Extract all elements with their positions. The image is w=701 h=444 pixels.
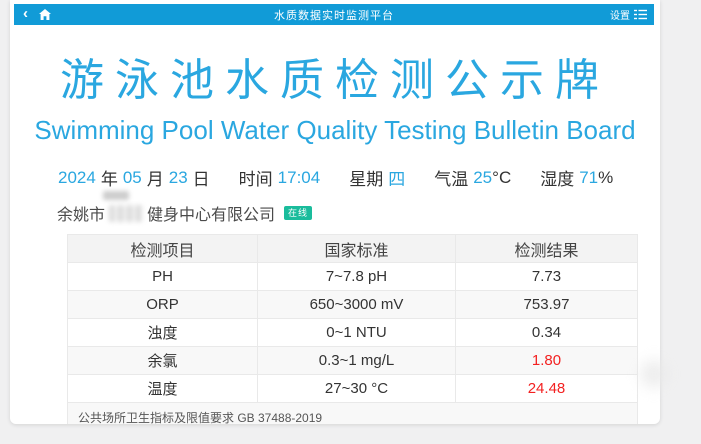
company-line: 余姚市 健身中心有限公司 在线 xyxy=(57,191,660,225)
list-menu-icon xyxy=(634,9,647,20)
date-day: 23 xyxy=(168,167,188,187)
item-cell-2: 浊度 xyxy=(67,318,258,347)
weekday-label: 星期 xyxy=(349,170,384,189)
result-cell-3: 1.80 xyxy=(455,346,638,375)
time-value: 17:04 xyxy=(277,167,321,187)
table-header-row: 检测项目 国家标准 检测结果 xyxy=(67,234,638,263)
item-cell-4: 温度 xyxy=(67,374,258,403)
date-year-unit: 年 xyxy=(100,170,118,189)
temperature-label: 气温 xyxy=(434,170,469,189)
temperature-unit: °C xyxy=(492,167,512,187)
humidity-unit: % xyxy=(598,167,614,187)
top-navbar: ‹ 水质数据实时监测平台 设置 xyxy=(14,4,654,25)
table-row: 浊度 0~1 NTU 0.34 xyxy=(67,318,638,347)
weekday-value: 四 xyxy=(388,170,406,189)
home-icon[interactable] xyxy=(39,9,51,20)
header-result: 检测结果 xyxy=(455,234,638,263)
standard-cell-1: 650~3000 mV xyxy=(257,290,456,319)
date-month-unit: 月 xyxy=(146,170,164,189)
redaction-blur-watermark xyxy=(103,191,129,200)
navbar-title: 水质数据实时监测平台 xyxy=(274,9,394,22)
corner-blur-artifact xyxy=(640,360,668,388)
date-year: 2024 xyxy=(58,167,96,187)
header-standard: 国家标准 xyxy=(257,234,456,263)
app-window: ‹ 水质数据实时监测平台 设置 xyxy=(10,0,660,424)
company-name-suffix: 健身中心有限公司 xyxy=(147,207,276,224)
company-name-prefix: 余姚市 xyxy=(57,207,106,224)
result-cell-4: 24.48 xyxy=(455,374,638,403)
date-day-unit: 日 xyxy=(192,170,210,189)
item-cell-1: ORP xyxy=(67,290,258,319)
weekday-display: 星期 四 xyxy=(349,165,405,190)
temperature-value: 25 xyxy=(473,167,493,187)
date-display: 2024 年 05 月 23 日 xyxy=(58,165,210,190)
result-cell-0: 7.73 xyxy=(455,262,638,291)
page-title-en: Swimming Pool Water Quality Testing Bull… xyxy=(34,115,636,145)
humidity-label: 湿度 xyxy=(540,170,575,189)
online-status-badge: 在线 xyxy=(284,206,313,220)
standard-cell-2: 0~1 NTU xyxy=(257,318,456,347)
time-label: 时间 xyxy=(238,170,273,189)
result-cell-1: 753.97 xyxy=(455,290,638,319)
item-cell-3: 余氯 xyxy=(67,346,258,375)
humidity-value: 71 xyxy=(579,167,599,187)
table-row: 余氯 0.3~1 mg/L 1.80 xyxy=(67,346,638,375)
header-item: 检测项目 xyxy=(67,234,258,263)
table-row: PH 7~7.8 pH 7.73 xyxy=(67,262,638,291)
time-display: 时间 17:04 xyxy=(239,165,321,190)
standard-cell-3: 0.3~1 mg/L xyxy=(257,346,456,375)
back-icon[interactable]: ‹ xyxy=(23,4,28,22)
result-cell-2: 0.34 xyxy=(455,318,638,347)
navbar-left-group: ‹ xyxy=(14,4,51,22)
humidity-display: 湿度 71% xyxy=(540,165,613,190)
temperature-display: 气温 25°C xyxy=(434,165,511,190)
table-footer-row: 公共场所卫生指标及限值要求 GB 37488-2019 xyxy=(67,402,638,424)
standard-reference-note: 公共场所卫生指标及限值要求 GB 37488-2019 xyxy=(67,402,638,424)
table-row: 温度 27~30 °C 24.48 xyxy=(67,374,638,403)
water-quality-table: 检测项目 国家标准 检测结果 PH 7~7.8 pH 7.73 ORP 650~… xyxy=(67,234,638,424)
standard-cell-4: 27~30 °C xyxy=(257,374,456,403)
page-title-zh: 游泳池水质检测公示牌 xyxy=(60,56,610,105)
redaction-blur xyxy=(109,204,144,222)
settings-label: 设置 xyxy=(610,11,630,22)
info-row: 2024 年 05 月 23 日 时间 17:04 星期 四 气温 25°C 湿… xyxy=(58,165,660,190)
standard-cell-0: 7~7.8 pH xyxy=(257,262,456,291)
table-row: ORP 650~3000 mV 753.97 xyxy=(67,290,638,319)
date-month: 05 xyxy=(122,167,142,187)
item-cell-0: PH xyxy=(67,262,258,291)
settings-button[interactable]: 设置 xyxy=(610,7,654,22)
